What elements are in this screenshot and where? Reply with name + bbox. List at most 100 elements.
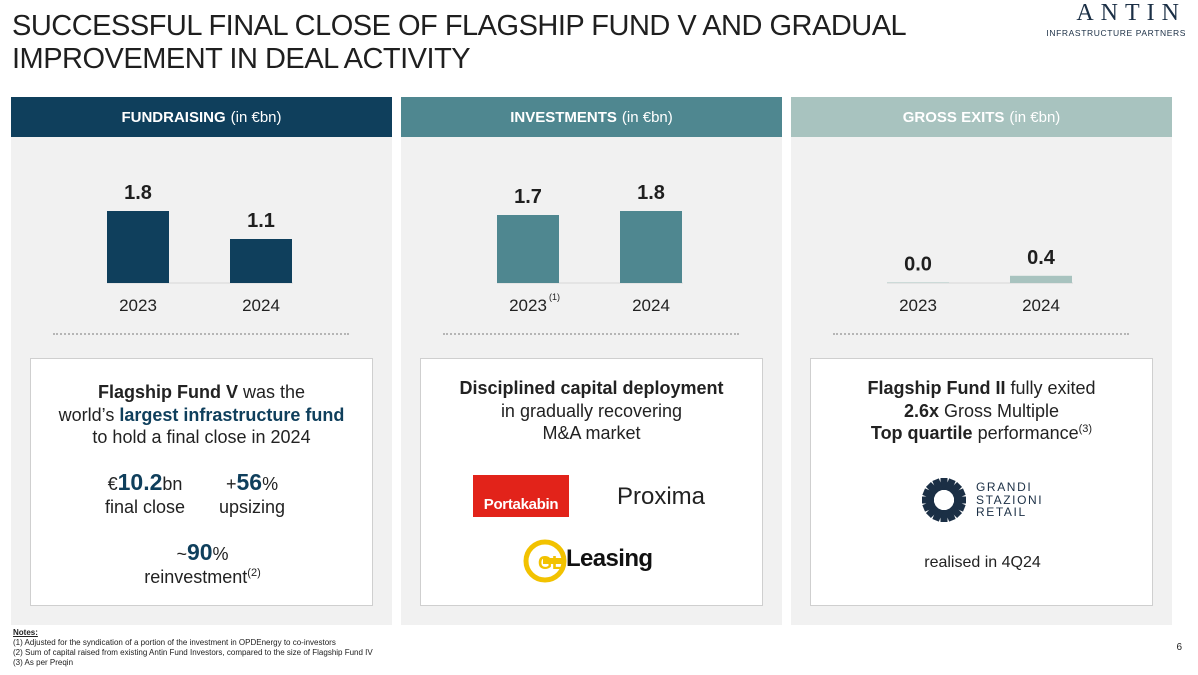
fundraising-box: Flagship Fund V was the world’s largest … <box>30 358 373 606</box>
emblem-ray <box>944 478 956 493</box>
investments-chart: 1.7 2023 (1) 1.8 2024 <box>401 137 782 337</box>
bar-2024 <box>620 211 682 283</box>
data-label-2024: 0.4 <box>1027 247 1056 269</box>
emblem-ray <box>932 507 944 522</box>
exits-header: GROSS EXITS (in €bn) <box>791 97 1172 137</box>
tick-label-2024: 2024 <box>1022 296 1060 315</box>
fundraising-chart-svg: 1.8 2023 1.1 2024 <box>107 182 293 315</box>
gl-letters: GL <box>538 553 563 573</box>
disciplined-deployment: Disciplined capital deployment <box>459 378 724 398</box>
data-label-2023: 1.8 <box>124 182 152 204</box>
logo-subtitle: INFRASTRUCTURE PARTNERS <box>1046 28 1186 38</box>
data-label-2023: 1.7 <box>514 186 542 208</box>
metric-upsizing: +56% upsizing <box>219 471 285 519</box>
exits-box: Flagship Fund II fully exited 2.6x Gross… <box>810 358 1153 606</box>
emblem-ray <box>925 481 940 496</box>
tick-label-2023: 2023 <box>509 296 547 315</box>
metric-label: final close <box>105 497 186 517</box>
emblem-ray <box>925 504 940 519</box>
bar-2024 <box>230 239 292 283</box>
text-fragment: fully exited <box>1005 378 1096 398</box>
tick-label-2023: 2023 <box>119 296 157 315</box>
exits-chart-svg: 0.0 2023 0.4 2024 <box>887 247 1073 315</box>
fundraising-text: Flagship Fund V was the world’s largest … <box>31 381 372 449</box>
investments-box: Disciplined capital deployment in gradua… <box>420 358 763 606</box>
exits-title: GROSS EXITS <box>902 108 1005 126</box>
data-label-2023: 0.0 <box>904 254 932 276</box>
metric-reinvestment: ~90% reinvestment(2) <box>31 541 374 589</box>
realised-text: realised in 4Q24 <box>924 554 1041 571</box>
largest-fund-highlight: largest infrastructure fund <box>119 404 345 425</box>
metric-value: 56 <box>236 469 263 495</box>
text-fragment: to hold a final close in 2024 <box>92 427 311 447</box>
proxima-logo: Proxima <box>617 483 706 510</box>
investments-chart-svg: 1.7 2023 (1) 1.8 2024 <box>497 182 683 315</box>
investments-text: Disciplined capital deployment in gradua… <box>421 377 762 445</box>
emblem-ray <box>940 510 948 522</box>
investments-header: INVESTMENTS (in €bn) <box>401 97 782 137</box>
emblem-ray <box>940 478 948 490</box>
data-label-2024: 1.1 <box>247 210 275 232</box>
investments-title: INVESTMENTS <box>510 108 617 126</box>
metric-final-close: €10.2bn final close <box>105 471 185 519</box>
metric-value: 90 <box>186 539 213 565</box>
investments-panel: INVESTMENTS (in €bn) 1.7 2023 (1) 1.8 2024 D… <box>401 97 782 625</box>
top-quartile: Top quartile <box>870 423 973 443</box>
emblem-ray <box>932 478 944 493</box>
metric-prefix: ~ <box>176 544 187 564</box>
metric-suffix: % <box>212 544 229 564</box>
metric-suffix: bn <box>162 474 183 494</box>
text-fragment: in gradually recovering <box>500 400 683 421</box>
notes-title: Notes: <box>13 628 38 637</box>
metric-label: upsizing <box>219 497 286 517</box>
metric-value: 10.2 <box>117 469 163 495</box>
bar-2023 <box>497 215 559 283</box>
investments-unit: (in €bn) <box>621 108 673 126</box>
page-number: 6 <box>1176 642 1182 653</box>
logo-wordmark: ANTIN <box>1076 0 1186 26</box>
exits-chart: 0.0 2023 0.4 2024 <box>791 137 1172 337</box>
text-fragment: world’s <box>58 404 120 425</box>
divider-dotted <box>443 333 739 335</box>
metric-prefix: € <box>107 474 118 494</box>
logo-line: GRANDI <box>976 480 1033 494</box>
exits-unit: (in €bn) <box>1009 108 1061 126</box>
logo-line: STAZIONI <box>976 492 1044 507</box>
exits-panel: GROSS EXITS (in €bn) 0.0 2023 0.4 2024 Flag… <box>791 97 1172 625</box>
leasing-logo-text: Leasing <box>566 545 653 572</box>
portakabin-logo: Portakabin <box>473 475 569 517</box>
text-fragment: was the <box>237 382 306 402</box>
bar-2024 <box>1010 275 1072 283</box>
flagship-fund-v: Flagship Fund V <box>97 382 238 402</box>
emblem-ray <box>951 500 966 512</box>
gross-multiple-value: 2.6x <box>903 400 939 421</box>
text-fragment: Gross Multiple <box>939 400 1060 421</box>
fundraising-chart: 1.8 2023 1.1 2024 <box>11 137 392 337</box>
footnote-2: (2) Sum of capital raised from existing … <box>13 648 373 657</box>
fundraising-panel: FUNDRAISING (in €bn) 1.8 2023 1.1 2024 Flag… <box>11 97 392 625</box>
grandi-stazioni-emblem-icon <box>922 478 966 522</box>
antin-logo: ANTIN INFRASTRUCTURE PARTNERS <box>1046 0 1186 38</box>
emblem-ray <box>948 504 963 519</box>
footnote-ref: (3) <box>1078 423 1093 435</box>
page-title: SUCCESSFUL FINAL CLOSE OF FLAGSHIP FUND … <box>12 10 906 75</box>
footnote-ref: (2) <box>247 567 261 579</box>
footnote-1: (1) Adjusted for the syndication of a po… <box>13 638 336 647</box>
exits-text: Flagship Fund II fully exited 2.6x Gross… <box>811 377 1152 445</box>
bar-2023 <box>107 211 169 283</box>
divider-dotted <box>833 333 1129 335</box>
divider-dotted <box>53 333 349 335</box>
text-fragment: performance <box>972 423 1079 443</box>
footnotes: Notes: (1) Adjusted for the syndication … <box>13 628 373 668</box>
fundraising-unit: (in €bn) <box>230 108 282 126</box>
emblem-ray <box>922 488 937 500</box>
logo-line: RETAIL <box>976 505 1027 519</box>
flagship-fund-ii: Flagship Fund II <box>867 378 1006 398</box>
data-label-2024: 1.8 <box>637 182 665 204</box>
footnote-3: (3) As per Preqin <box>13 658 74 667</box>
bar-2023 <box>887 282 949 283</box>
metric-prefix: + <box>225 474 237 494</box>
text-fragment: M&A market <box>542 423 641 443</box>
emblem-ray <box>948 481 963 496</box>
metric-label: reinvestment <box>144 567 248 587</box>
